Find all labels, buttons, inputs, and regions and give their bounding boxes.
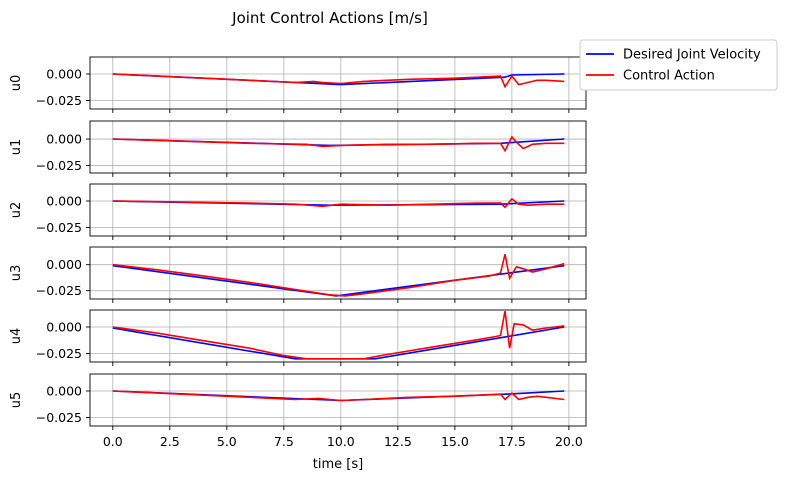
y-tick-label: −0.025 — [36, 283, 82, 298]
subplot-u1: 0.000 −0.025 u1 — [9, 120, 587, 177]
desired-velocity-line — [112, 264, 565, 297]
y-tick-label: 0.000 — [46, 66, 82, 81]
y-axis-label-u1: u1 — [9, 139, 24, 156]
chart-title: Joint Control Actions [m/s] — [231, 9, 428, 27]
legend: Desired Joint Velocity Control Action — [579, 39, 778, 91]
control-action-line — [112, 73, 565, 89]
x-tick-label: 10.0 — [327, 434, 355, 449]
y-tick-label: 0.000 — [46, 257, 82, 272]
y-tick-label: −0.025 — [36, 410, 82, 425]
subplots-group: 0.000−0.025u00.000−0.025u10.000−0.025u20… — [9, 56, 587, 449]
x-tick-label: 15.0 — [441, 434, 469, 449]
y-tick-label: −0.025 — [36, 346, 82, 361]
legend-box — [579, 39, 778, 91]
y-axis-label-u5: u5 — [9, 392, 24, 409]
y-axis-label-u0: u0 — [9, 75, 24, 92]
subplot-frame — [89, 373, 587, 427]
desired-velocity-line — [112, 138, 565, 147]
y-tick-label: −0.025 — [36, 220, 82, 235]
x-tick-label: 0.0 — [103, 434, 123, 449]
x-tick-label: 5.0 — [217, 434, 237, 449]
y-tick-label: 0.000 — [46, 193, 82, 208]
x-tick-label: 20.0 — [555, 434, 583, 449]
control-action-line — [112, 135, 565, 153]
subplot-frame — [89, 309, 587, 363]
subplot-frame — [89, 246, 587, 300]
y-axis-label-u2: u2 — [9, 202, 24, 219]
x-tick-label: 12.5 — [384, 434, 412, 449]
x-tick-label: 2.5 — [160, 434, 180, 449]
x-tick-label: 17.5 — [498, 434, 526, 449]
control-action-line — [112, 197, 565, 209]
y-tick-label: 0.000 — [46, 132, 82, 147]
control-action-line — [112, 254, 565, 297]
y-axis-label-u3: u3 — [9, 265, 24, 282]
y-tick-label: −0.025 — [36, 158, 82, 173]
control-action-line — [112, 310, 565, 360]
x-tick-label: 7.5 — [274, 434, 294, 449]
subplot-u0: 0.000 −0.025 u0 — [9, 56, 587, 113]
y-tick-label: 0.000 — [46, 383, 82, 398]
subplot-u2: 0.000 −0.025 u2 — [9, 183, 587, 240]
desired-velocity-line — [112, 390, 565, 402]
y-axis-label-u4: u4 — [9, 328, 24, 345]
y-tick-label: −0.025 — [36, 93, 82, 108]
legend-label: Control Action — [623, 69, 715, 84]
subplot-u3: 0.000 −0.025 u3 — [9, 246, 587, 303]
subplot-frame — [89, 120, 587, 174]
control-action-line — [112, 390, 565, 402]
legend-label: Desired Joint Velocity — [623, 48, 761, 63]
subplot-frame — [89, 183, 587, 237]
desired-velocity-line — [112, 326, 565, 360]
subplot-u5: 0.000 −0.025 u5 0.0 2.5 5.0 7.5 10.0 12.5 15.0 17.… — [9, 373, 587, 449]
subplot-u4: 0.000 −0.025 u4 — [9, 309, 587, 366]
y-tick-label: 0.000 — [46, 319, 82, 334]
x-axis-label: time [s] — [313, 457, 363, 472]
